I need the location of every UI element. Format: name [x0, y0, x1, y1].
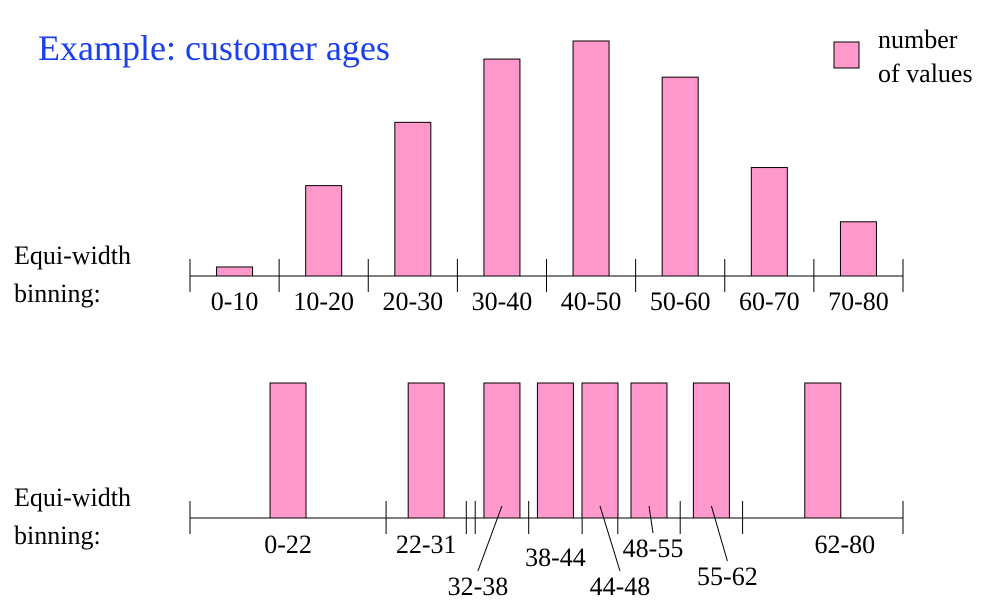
bottom-bin-label: 44-48 — [590, 572, 651, 601]
bottom-bin-leader-line — [710, 505, 728, 562]
bottom-bin-leader-line — [599, 505, 621, 572]
bottom-bin-label: 62-80 — [814, 530, 875, 559]
bottom-bar-55-62 — [692, 382, 730, 519]
bottom-bar-32-38 — [483, 382, 521, 519]
top-bin-label: 60-70 — [739, 287, 800, 316]
bottom-bin-label: 55-62 — [697, 562, 758, 591]
top-bin-label: 10-20 — [293, 287, 354, 316]
top-bar-70-80 — [839, 221, 877, 277]
top-bar-20-30 — [394, 121, 432, 277]
bottom-bar-48-55 — [630, 382, 668, 519]
top-bin-label: 0-10 — [211, 287, 259, 316]
top-bar-10-20 — [305, 185, 343, 277]
top-bin-label: 30-40 — [472, 287, 533, 316]
bottom-row-label-line2: binning: — [14, 521, 101, 550]
bottom-bar-38-44 — [536, 382, 574, 519]
top-bar-40-50 — [572, 40, 610, 277]
top-row-label-line1: Equi-width — [14, 241, 131, 270]
bottom-bar-22-31 — [407, 382, 445, 519]
top-bin-label: 50-60 — [650, 287, 711, 316]
bottom-bar-0-22 — [269, 382, 307, 519]
bottom-bin-label: 0-22 — [264, 530, 312, 559]
top-bar-50-60 — [661, 76, 699, 277]
legend-label-line2: of values — [878, 59, 973, 88]
bottom-bin-leader-line — [477, 505, 503, 572]
bottom-bar-62-80 — [804, 382, 842, 519]
bottom-bar-44-48 — [581, 382, 619, 519]
top-bar-60-70 — [750, 167, 788, 277]
top-histogram: 0-10 10-20 20-30 30-40 40-50 50-60 60-70 70-80 — [189, 40, 904, 316]
top-bar-30-40 — [483, 58, 521, 277]
bottom-bin-label: 32-38 — [448, 572, 509, 601]
chart-title: Example: customer ages — [38, 28, 390, 68]
top-bar-0-10 — [216, 266, 254, 277]
top-bin-label: 20-30 — [382, 287, 443, 316]
bottom-bin-label: 38-44 — [525, 543, 586, 572]
top-bin-label: 70-80 — [828, 287, 889, 316]
legend-swatch — [833, 41, 860, 69]
top-bin-label: 40-50 — [561, 287, 622, 316]
bottom-bin-label: 22-31 — [396, 530, 457, 559]
bottom-bin-label: 48-55 — [623, 534, 684, 563]
top-row-label-line2: binning: — [14, 279, 101, 308]
legend-label-line1: number — [878, 25, 958, 54]
bottom-row-label-line1: Equi-width — [14, 483, 131, 512]
bottom-bin-leader-line — [648, 505, 654, 534]
